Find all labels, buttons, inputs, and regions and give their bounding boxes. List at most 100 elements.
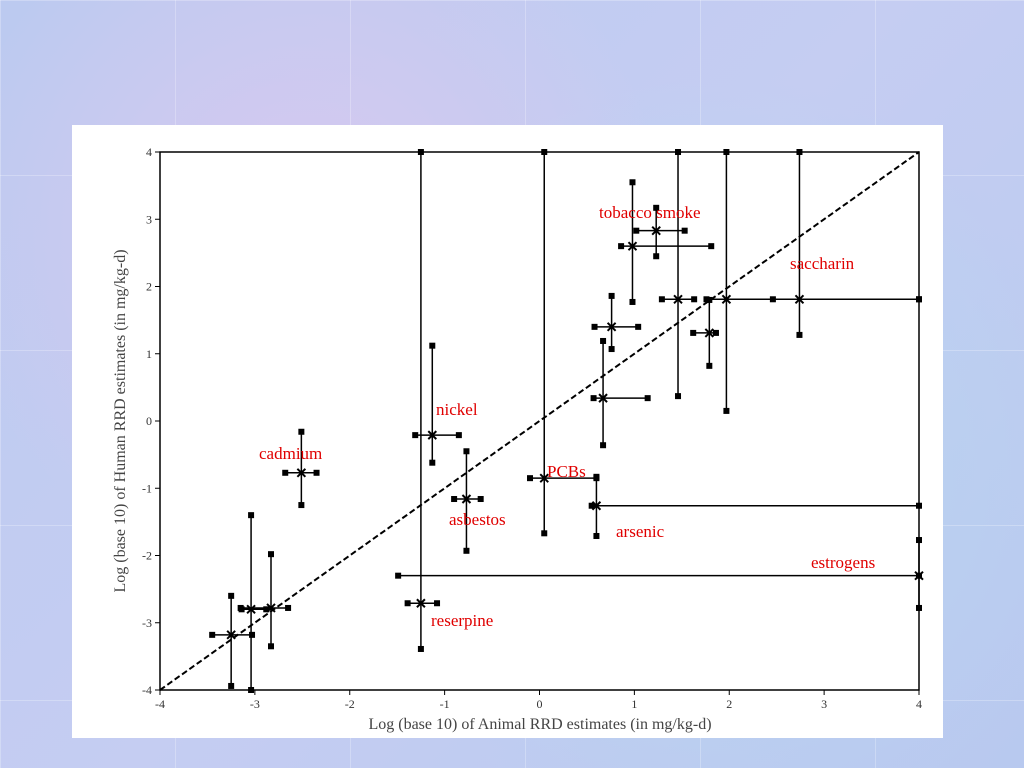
error-cap: [593, 532, 600, 539]
error-cap: [916, 537, 922, 544]
y-tick-label: -2: [142, 549, 152, 563]
error-cap: [703, 296, 710, 303]
point: [266, 603, 276, 613]
point: [721, 294, 732, 304]
point: [673, 294, 683, 304]
x-tick-label: 1: [631, 697, 637, 711]
x-tick-label: 0: [537, 697, 543, 711]
point: [296, 468, 307, 478]
point: [704, 328, 715, 338]
chart-panel: [72, 125, 943, 738]
error-cap: [417, 149, 424, 155]
annotation: asbestos: [449, 510, 506, 529]
error-cap: [541, 149, 548, 155]
error-cap: [629, 179, 636, 186]
error-cap: [796, 149, 803, 155]
error-cap: [708, 243, 715, 250]
x-tick-label: 3: [821, 697, 827, 711]
error-cap: [282, 469, 289, 476]
error-cap: [629, 298, 636, 305]
error-cap: [644, 395, 651, 402]
point: [651, 225, 661, 236]
error-cap: [706, 362, 713, 369]
error-cap: [463, 448, 470, 455]
error-cap: [608, 346, 615, 353]
y-tick-label: -4: [142, 683, 152, 697]
point: [591, 501, 602, 511]
error-cap: [248, 687, 255, 693]
error-cap: [395, 572, 402, 579]
error-cap: [593, 473, 600, 480]
error-cap: [653, 253, 660, 260]
error-cap: [527, 475, 534, 482]
point: [246, 604, 256, 615]
error-cap: [691, 296, 698, 303]
point: [539, 473, 549, 483]
point: [416, 598, 426, 608]
annotation: cadmium: [259, 444, 322, 463]
y-tick-label: -1: [142, 481, 152, 495]
x-tick-label: -3: [250, 697, 260, 711]
x-tick-label: 4: [916, 697, 922, 711]
point: [794, 294, 805, 304]
annotation: arsenic: [616, 522, 665, 541]
error-cap: [591, 323, 598, 330]
error-cap: [635, 323, 642, 330]
reference-line: [159, 151, 920, 691]
point: [598, 393, 608, 403]
annotation: nickel: [436, 400, 478, 419]
error-cap: [263, 606, 270, 613]
error-cap: [690, 329, 697, 336]
error-cap: [268, 551, 275, 558]
y-tick-label: 2: [146, 280, 152, 294]
error-cap: [712, 329, 719, 336]
annotation: estrogens: [811, 553, 875, 572]
annotation: PCBs: [547, 462, 586, 481]
error-cap: [463, 547, 470, 554]
error-cap: [237, 604, 244, 611]
error-cap: [451, 496, 458, 503]
error-cap: [916, 296, 922, 303]
error-cap: [298, 502, 305, 509]
error-cap: [248, 512, 255, 519]
y-axis-label: Log (base 10) of Human RRD estimates (in…: [112, 249, 129, 592]
error-cap: [590, 395, 597, 402]
point: [606, 322, 617, 332]
error-cap: [313, 469, 320, 476]
error-cap: [723, 407, 730, 414]
point: [627, 241, 638, 251]
error-cap: [228, 682, 235, 689]
point: [461, 494, 472, 504]
error-cap: [429, 459, 436, 466]
x-tick-label: 2: [726, 697, 732, 711]
error-cap: [434, 600, 441, 607]
annotation: reserpine: [431, 611, 493, 630]
error-cap: [209, 631, 216, 638]
error-cap: [600, 337, 607, 344]
y-tick-label: 1: [146, 347, 152, 361]
error-cap: [455, 432, 462, 439]
error-cap: [796, 331, 803, 338]
error-cap: [633, 227, 640, 234]
error-cap: [653, 204, 660, 211]
error-cap: [285, 604, 292, 611]
error-cap: [228, 592, 235, 599]
error-cap: [916, 502, 922, 509]
error-cap: [588, 502, 595, 509]
error-cap: [429, 342, 436, 349]
x-tick-label: -4: [155, 697, 165, 711]
error-cap: [298, 428, 305, 435]
error-cap: [769, 296, 776, 303]
y-tick-label: 4: [146, 145, 152, 159]
error-cap: [417, 645, 424, 652]
error-cap: [916, 604, 922, 611]
error-cap: [723, 149, 730, 155]
error-cap: [249, 631, 256, 638]
x-tick-label: -2: [345, 697, 355, 711]
error-cap: [681, 227, 688, 234]
error-cap: [675, 149, 682, 155]
error-cap: [477, 496, 484, 503]
error-cap: [541, 530, 548, 537]
point: [914, 570, 924, 581]
point: [226, 630, 236, 640]
